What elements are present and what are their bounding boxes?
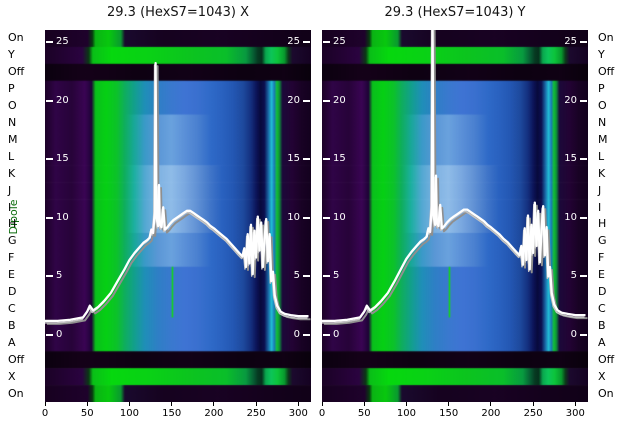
profile-curve-shadow	[45, 64, 308, 324]
panel-title-x: 29.3 (HexS7=1043) X	[107, 5, 249, 20]
row-label-right-16: C	[598, 302, 606, 315]
row-label-left-2: Off	[8, 65, 25, 79]
x-tick-label: 0	[41, 408, 49, 419]
row-label-left-12: G	[8, 234, 17, 248]
x-tick-label: 50	[357, 408, 371, 419]
row-label-left-9: J	[8, 183, 12, 197]
x-tick-label: 200	[204, 408, 224, 419]
row-label-left-16: C	[8, 302, 16, 315]
x-tick-mark	[448, 402, 450, 406]
row-label-right-6: M	[598, 132, 608, 146]
x-tick-label: 250	[246, 408, 266, 419]
x-tick-mark	[213, 402, 215, 406]
x-tick-mark	[574, 402, 576, 406]
row-label-right-21: On	[598, 386, 614, 400]
x-tick-label: 300	[288, 408, 308, 419]
x-tick-label: 250	[523, 408, 543, 419]
row-label-left-17: B	[8, 318, 16, 332]
row-label-right-14: E	[598, 268, 605, 282]
x-tick-mark	[405, 402, 407, 406]
row-label-right-2: Off	[598, 65, 615, 79]
row-label-right-4: O	[598, 99, 607, 113]
row-label-left-13: F	[8, 251, 15, 265]
row-label-left-1: Y	[8, 48, 15, 62]
row-label-right-17: B	[598, 318, 606, 332]
x-tick-mark	[297, 402, 299, 406]
x-tick-mark	[363, 402, 365, 406]
row-label-left-11: H	[8, 217, 17, 231]
x-tick-mark	[128, 402, 130, 406]
row-label-left-10: I	[8, 200, 12, 214]
row-label-left-7: L	[8, 149, 15, 163]
row-label-left-20: X	[8, 369, 16, 383]
row-label-right-8: K	[598, 166, 606, 180]
row-label-right-15: D	[598, 285, 607, 299]
row-label-left-15: D	[8, 285, 17, 299]
row-label-left-14: E	[8, 268, 15, 282]
x-tick-label: 150	[439, 408, 459, 419]
row-label-right-0: On	[598, 31, 614, 45]
row-label-right-5: N	[598, 116, 607, 129]
row-label-left-3: P	[8, 82, 15, 96]
row-label-right-10: I	[598, 200, 602, 214]
x-tick-label: 100	[396, 408, 416, 419]
heatmap-panel-x: 25 25 20 20 15 15 10 10 5 5 0 0 0 50 100 150 200 250 300	[42, 30, 311, 419]
profile-curve	[322, 30, 586, 323]
row-label-left-18: A	[8, 335, 16, 349]
x-tick-mark	[490, 402, 492, 406]
x-tick-mark	[255, 402, 257, 406]
curve-overlay-x	[45, 61, 311, 325]
row-label-left-21: On	[8, 386, 24, 400]
row-label-left-19: Off	[8, 352, 25, 366]
x-tick-label: 300	[565, 408, 585, 419]
x-tick-label: 200	[481, 408, 501, 419]
row-label-left-8: K	[8, 166, 16, 180]
row-label-right-7: L	[598, 149, 605, 163]
row-label-right-19: Off	[598, 352, 615, 366]
profile-curve	[45, 61, 309, 323]
row-label-left-5: N	[8, 116, 17, 129]
row-label-left-6: M	[8, 132, 18, 146]
profile-curve-shadow	[324, 30, 588, 325]
x-tick-label: 100	[119, 408, 139, 419]
curve-overlay-y	[322, 30, 588, 325]
row-label-left-4: O	[8, 99, 17, 113]
x-tick-mark	[321, 402, 323, 406]
row-label-right-12: G	[598, 234, 607, 248]
x-tick-mark	[532, 402, 534, 406]
x-tick-mark	[86, 402, 88, 406]
x-tick-mark	[44, 402, 46, 406]
row-label-right-11: H	[598, 217, 607, 231]
row-label-right-3: P	[598, 82, 605, 96]
heatmap-panel-y: 25 25 20 20 15 15 10 10 5 5 0 0 0 50 100 150 200 250 300	[319, 30, 588, 419]
panel-title-y: 29.3 (HexS7=1043) Y	[384, 5, 526, 20]
x-tick-label: 50	[80, 408, 94, 419]
row-label-right-9: J	[598, 183, 602, 197]
x-tick-label: 0	[318, 408, 326, 419]
x-tick-mark	[171, 402, 173, 406]
row-label-right-1: Y	[598, 48, 605, 62]
row-label-right-18: A	[598, 335, 606, 349]
profile-curve-shadow	[322, 30, 585, 324]
row-label-right-20: X	[598, 369, 606, 383]
profile-curve-shadow	[47, 65, 311, 325]
x-tick-label: 150	[162, 408, 182, 419]
row-label-left-0: On	[8, 31, 24, 45]
row-label-right-13: F	[598, 251, 605, 265]
